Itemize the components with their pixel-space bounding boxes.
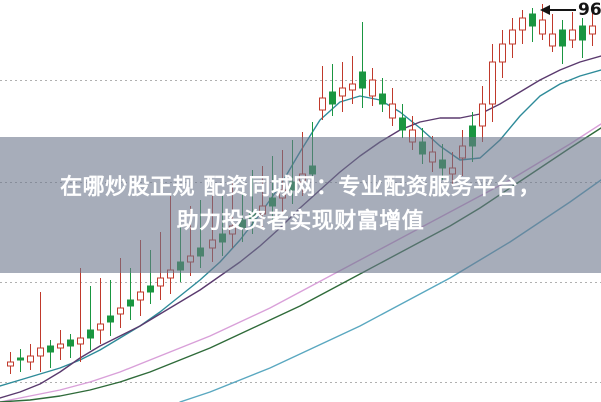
candlestick [7, 352, 14, 374]
candlestick [87, 286, 94, 350]
candle-body [157, 277, 164, 287]
candle-body [127, 299, 134, 307]
candle-body [389, 103, 396, 119]
candle-body [137, 291, 144, 301]
candlestick [399, 104, 406, 138]
banner-headline-line-1: 在哪炒股正规 配资同城网：专业配资服务平台， [60, 174, 541, 200]
candlestick [389, 88, 396, 126]
candlestick [479, 86, 486, 142]
candle-body [319, 97, 326, 111]
candle-body [579, 25, 586, 41]
candle-body [37, 347, 44, 357]
candle-body [17, 357, 24, 361]
candlestick [67, 334, 74, 358]
candle-body [107, 315, 114, 323]
candle-body [77, 337, 84, 345]
candle-body [539, 19, 546, 35]
candlestick [339, 62, 346, 112]
candlestick [47, 340, 54, 368]
candle-body [399, 117, 406, 131]
candlestick [349, 56, 356, 104]
candle-body [569, 29, 576, 41]
candlestick [529, 8, 536, 42]
candle-body [97, 323, 104, 331]
candlestick [27, 344, 34, 370]
candle-body [47, 345, 54, 353]
candle-body [489, 61, 496, 105]
candle-body [359, 71, 366, 89]
candlestick [549, 14, 556, 52]
candle-body [57, 343, 64, 349]
candlestick [559, 20, 566, 64]
candle-body [87, 329, 94, 339]
candlestick [489, 44, 496, 122]
candlestick [499, 30, 506, 78]
candle-body [509, 29, 516, 45]
candle-body [549, 33, 556, 47]
candle-body [379, 93, 386, 105]
promo-overlay-banner: 在哪炒股正规 配资同城网：专业配资服务平台， 助力投资者实现财富增值 [0, 137, 601, 273]
candle-body [339, 87, 346, 97]
candle-body [519, 17, 526, 31]
candlestick [369, 68, 376, 106]
candlestick [589, 6, 596, 46]
candle-body [147, 285, 154, 293]
candlestick [57, 330, 64, 360]
candle-body [589, 25, 596, 35]
candlestick [319, 66, 326, 120]
candlestick [359, 22, 366, 108]
candlestick [77, 268, 84, 362]
candlestick [579, 18, 586, 58]
candlestick [569, 12, 576, 48]
candlestick [97, 278, 104, 344]
candlestick [539, 4, 546, 40]
candle-body [117, 307, 124, 315]
candlestick [107, 280, 114, 336]
candlestick [519, 10, 526, 44]
candle-body [27, 355, 34, 363]
candlestick [127, 268, 134, 320]
candle-body [499, 43, 506, 63]
candle-body [369, 79, 376, 97]
candle-body [349, 83, 356, 91]
candle-body [529, 13, 536, 27]
candlestick [17, 349, 24, 372]
candlestick [509, 18, 516, 58]
candle-body [479, 103, 486, 127]
candlestick [329, 64, 336, 116]
candle-body [7, 361, 14, 367]
candle-body [559, 29, 566, 47]
candle-body [67, 339, 74, 347]
candlestick [37, 292, 44, 372]
banner-headline-line-2: 助力投资者实现财富增值 [176, 209, 425, 234]
candlestick [379, 78, 386, 112]
candle-body [329, 91, 336, 105]
